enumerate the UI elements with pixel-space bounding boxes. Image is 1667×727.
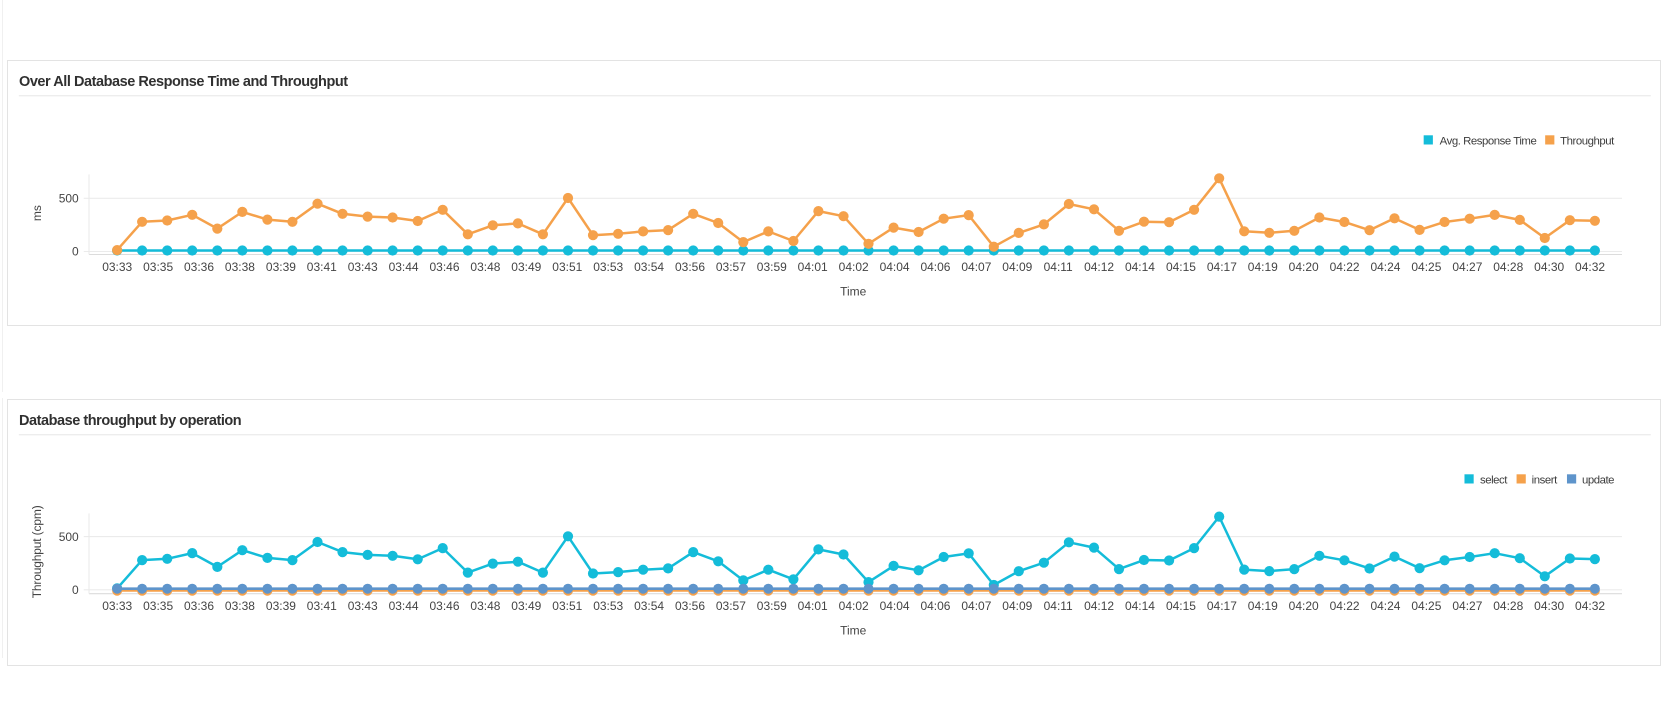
- svg-text:04:01: 04:01: [797, 260, 827, 274]
- svg-text:04:15: 04:15: [1166, 260, 1196, 274]
- svg-text:0: 0: [72, 245, 79, 259]
- svg-text:ms: ms: [30, 205, 44, 221]
- svg-text:03:36: 03:36: [184, 260, 214, 274]
- svg-text:03:44: 03:44: [388, 260, 418, 274]
- svg-text:03:57: 03:57: [716, 599, 746, 613]
- svg-text:update: update: [1582, 474, 1614, 486]
- svg-text:03:43: 03:43: [348, 599, 378, 613]
- svg-text:03:35: 03:35: [143, 599, 173, 613]
- svg-text:03:51: 03:51: [552, 260, 582, 274]
- svg-text:04:30: 04:30: [1534, 599, 1564, 613]
- svg-text:04:11: 04:11: [1043, 260, 1072, 274]
- svg-text:500: 500: [59, 529, 79, 543]
- svg-text:04:06: 04:06: [920, 260, 950, 274]
- svg-text:03:33: 03:33: [102, 599, 132, 613]
- svg-text:04:32: 04:32: [1575, 599, 1605, 613]
- svg-text:select: select: [1480, 474, 1508, 486]
- svg-text:03:38: 03:38: [225, 599, 255, 613]
- svg-text:04:07: 04:07: [961, 599, 991, 613]
- svg-text:03:39: 03:39: [266, 599, 296, 613]
- svg-text:03:56: 03:56: [675, 260, 705, 274]
- svg-text:03:53: 03:53: [593, 599, 623, 613]
- svg-text:04:15: 04:15: [1166, 599, 1196, 613]
- svg-text:04:27: 04:27: [1452, 599, 1482, 613]
- svg-text:04:14: 04:14: [1125, 260, 1155, 274]
- svg-text:04:17: 04:17: [1207, 599, 1237, 613]
- svg-text:03:39: 03:39: [266, 260, 296, 274]
- svg-text:03:59: 03:59: [757, 260, 787, 274]
- svg-text:04:02: 04:02: [838, 599, 868, 613]
- svg-text:04:25: 04:25: [1411, 260, 1441, 274]
- svg-text:Database throughput by operati: Database throughput by operation: [19, 413, 241, 429]
- svg-text:03:46: 03:46: [429, 599, 459, 613]
- svg-text:04:12: 04:12: [1084, 260, 1114, 274]
- svg-text:04:20: 04:20: [1288, 599, 1318, 613]
- svg-text:04:22: 04:22: [1329, 599, 1359, 613]
- svg-text:03:57: 03:57: [716, 260, 746, 274]
- svg-text:04:27: 04:27: [1452, 260, 1482, 274]
- svg-text:03:43: 03:43: [348, 260, 378, 274]
- svg-text:03:41: 03:41: [307, 260, 337, 274]
- svg-text:Throughput: Throughput: [1560, 135, 1615, 147]
- svg-text:Throughput (cpm): Throughput (cpm): [30, 505, 44, 598]
- svg-text:04:24: 04:24: [1370, 599, 1400, 613]
- svg-text:03:36: 03:36: [184, 599, 214, 613]
- svg-text:03:48: 03:48: [470, 599, 500, 613]
- svg-text:03:54: 03:54: [634, 599, 664, 613]
- svg-text:04:04: 04:04: [879, 599, 909, 613]
- svg-text:03:41: 03:41: [307, 599, 337, 613]
- svg-text:04:30: 04:30: [1534, 260, 1564, 274]
- svg-text:03:59: 03:59: [757, 599, 787, 613]
- svg-text:03:51: 03:51: [552, 599, 582, 613]
- svg-text:03:49: 03:49: [511, 599, 541, 613]
- svg-text:03:33: 03:33: [102, 260, 132, 274]
- svg-text:03:38: 03:38: [225, 260, 255, 274]
- svg-text:04:24: 04:24: [1370, 260, 1400, 274]
- svg-text:04:32: 04:32: [1575, 260, 1605, 274]
- svg-text:04:17: 04:17: [1207, 260, 1237, 274]
- svg-text:03:54: 03:54: [634, 260, 664, 274]
- svg-text:04:09: 04:09: [1002, 260, 1032, 274]
- svg-text:Time: Time: [840, 284, 867, 298]
- svg-text:04:06: 04:06: [920, 599, 950, 613]
- svg-text:04:28: 04:28: [1493, 599, 1523, 613]
- svg-text:03:46: 03:46: [429, 260, 459, 274]
- svg-text:04:02: 04:02: [838, 260, 868, 274]
- svg-text:04:09: 04:09: [1002, 599, 1032, 613]
- svg-text:0: 0: [72, 583, 79, 597]
- svg-text:04:01: 04:01: [797, 599, 827, 613]
- svg-text:03:56: 03:56: [675, 599, 705, 613]
- svg-text:04:22: 04:22: [1329, 260, 1359, 274]
- svg-text:04:25: 04:25: [1411, 599, 1441, 613]
- svg-text:03:44: 03:44: [388, 599, 418, 613]
- svg-text:04:07: 04:07: [961, 260, 991, 274]
- svg-text:03:53: 03:53: [593, 260, 623, 274]
- svg-text:03:48: 03:48: [470, 260, 500, 274]
- svg-text:04:14: 04:14: [1125, 599, 1155, 613]
- svg-text:04:28: 04:28: [1493, 260, 1523, 274]
- svg-text:Avg. Response Time: Avg. Response Time: [1439, 135, 1536, 147]
- svg-text:03:49: 03:49: [511, 260, 541, 274]
- svg-text:Time: Time: [840, 623, 867, 637]
- svg-text:500: 500: [59, 191, 79, 205]
- svg-text:03:35: 03:35: [143, 260, 173, 274]
- svg-text:04:20: 04:20: [1288, 260, 1318, 274]
- svg-text:04:11: 04:11: [1043, 599, 1072, 613]
- svg-text:insert: insert: [1531, 474, 1557, 486]
- svg-text:04:19: 04:19: [1248, 599, 1278, 613]
- svg-text:Over All Database Response Tim: Over All Database Response Time and Thro…: [19, 74, 348, 90]
- svg-text:04:12: 04:12: [1084, 599, 1114, 613]
- svg-text:04:04: 04:04: [879, 260, 909, 274]
- svg-text:04:19: 04:19: [1248, 260, 1278, 274]
